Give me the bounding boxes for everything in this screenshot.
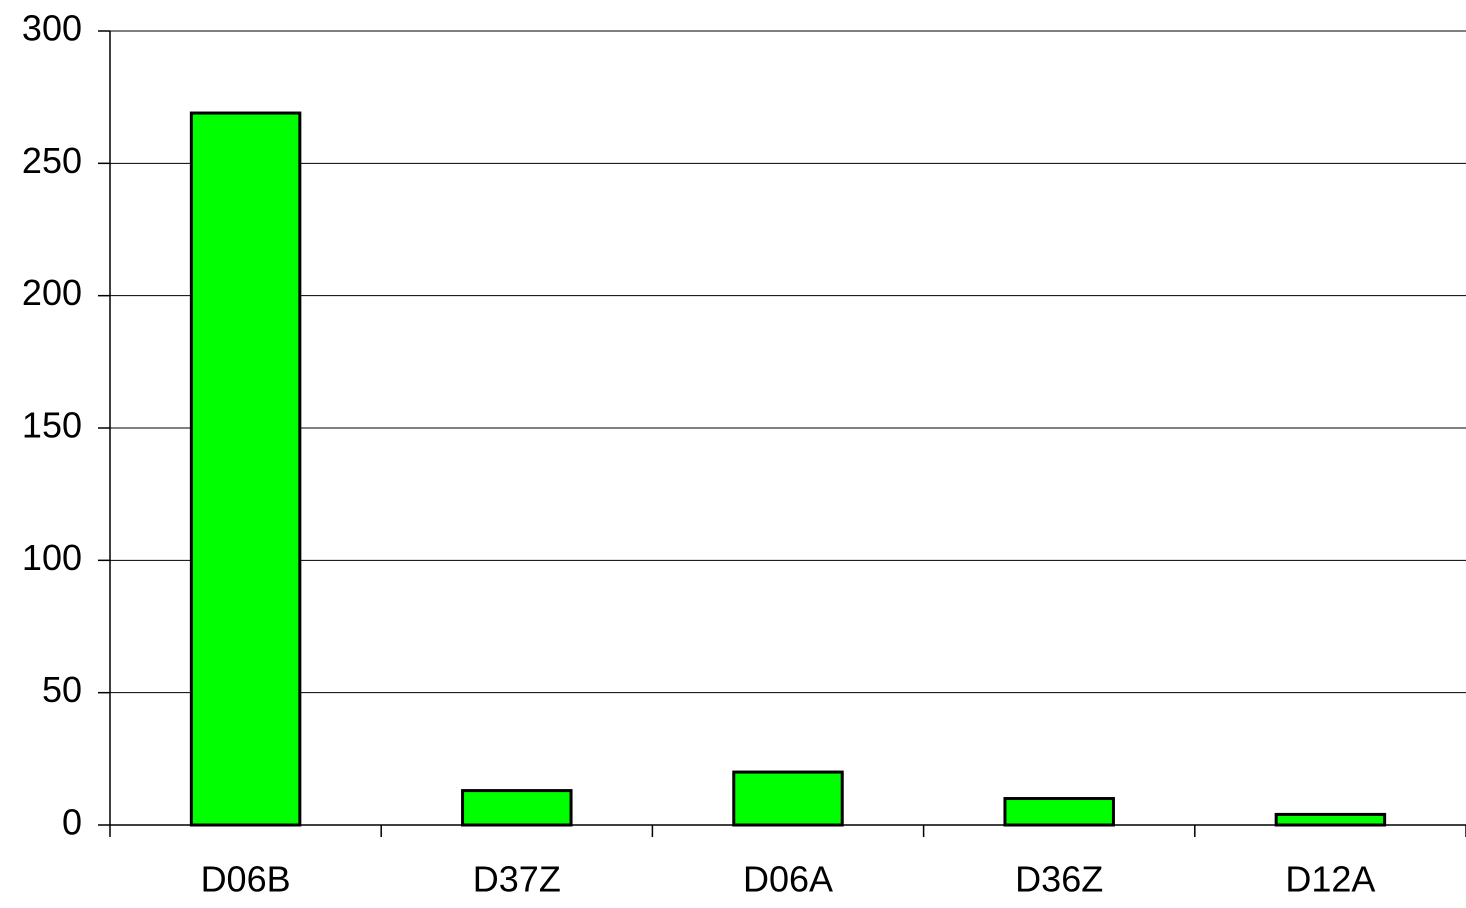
x-tick-label: D12A [1285,859,1375,900]
y-tick-label: 100 [22,537,82,578]
y-tick-label: 50 [42,669,82,710]
bar [189,111,302,827]
y-tick-label: 150 [22,405,82,446]
bar [732,770,844,827]
y-tick-label: 200 [22,272,82,313]
bar [461,789,573,827]
x-tick-label: D36Z [1015,859,1103,900]
x-tick-label: D06A [743,859,833,900]
bar [1003,797,1115,827]
y-tick-label: 300 [22,8,82,49]
y-tick-label: 250 [22,140,82,181]
bar [1274,812,1387,827]
x-tick-label: D06B [201,859,291,900]
y-tick-label: 0 [62,802,82,843]
x-tick-label: D37Z [473,859,561,900]
